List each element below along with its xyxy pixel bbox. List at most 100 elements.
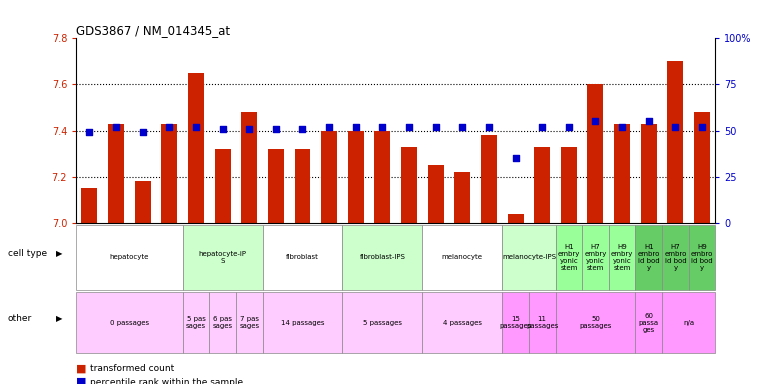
Text: other: other: [8, 314, 32, 323]
Text: ▶: ▶: [56, 249, 62, 258]
Bar: [295, 149, 310, 223]
Text: H1
embro
id bod
y: H1 embro id bod y: [638, 244, 660, 271]
Bar: [209, 292, 236, 353]
Bar: [667, 61, 683, 223]
Text: transformed count: transformed count: [90, 364, 174, 373]
Point: [376, 124, 388, 130]
Bar: [481, 135, 497, 223]
Bar: [609, 225, 635, 290]
Text: ▶: ▶: [56, 314, 62, 323]
Bar: [321, 131, 337, 223]
Bar: [502, 292, 529, 353]
Text: 6 pas
sages: 6 pas sages: [212, 316, 233, 329]
Point: [323, 124, 335, 130]
Bar: [561, 147, 577, 223]
Text: fibroblast: fibroblast: [286, 254, 319, 260]
Point: [589, 118, 601, 124]
Bar: [108, 124, 124, 223]
Text: 5 passages: 5 passages: [363, 319, 402, 326]
Text: hepatocyte-iP
S: hepatocyte-iP S: [199, 251, 247, 264]
Text: percentile rank within the sample: percentile rank within the sample: [90, 377, 243, 384]
Text: 7 pas
sages: 7 pas sages: [239, 316, 260, 329]
Bar: [236, 292, 263, 353]
Text: H9
embro
id bod
y: H9 embro id bod y: [691, 244, 713, 271]
Point: [349, 124, 362, 130]
Bar: [582, 225, 609, 290]
Bar: [135, 181, 151, 223]
Bar: [635, 292, 662, 353]
Point: [216, 126, 228, 132]
Point: [616, 124, 629, 130]
Text: 50
passages: 50 passages: [579, 316, 612, 329]
Text: cell type: cell type: [8, 249, 46, 258]
Bar: [662, 225, 689, 290]
Point: [456, 124, 468, 130]
Bar: [263, 292, 342, 353]
Bar: [348, 131, 364, 223]
Bar: [401, 147, 417, 223]
Bar: [428, 165, 444, 223]
Point: [269, 126, 282, 132]
Point: [696, 124, 708, 130]
Point: [243, 126, 255, 132]
Bar: [689, 225, 715, 290]
Point: [509, 155, 521, 161]
Point: [536, 124, 548, 130]
Bar: [81, 188, 97, 223]
Text: ■: ■: [76, 377, 87, 384]
Text: 15
passages: 15 passages: [499, 316, 532, 329]
Text: H7
embro
id bod
y: H7 embro id bod y: [664, 244, 686, 271]
Text: 60
passa
ges: 60 passa ges: [638, 313, 659, 333]
Bar: [662, 292, 715, 353]
Text: fibroblast-IPS: fibroblast-IPS: [359, 254, 406, 260]
Text: 0 passages: 0 passages: [110, 319, 149, 326]
Bar: [422, 292, 502, 353]
Text: melanocyte-IPS: melanocyte-IPS: [502, 254, 556, 260]
Text: ■: ■: [76, 364, 87, 374]
Bar: [534, 147, 550, 223]
Bar: [342, 292, 422, 353]
Text: melanocyte: melanocyte: [442, 254, 482, 260]
Bar: [502, 225, 556, 290]
Bar: [694, 112, 710, 223]
Bar: [529, 292, 556, 353]
Point: [296, 126, 308, 132]
Point: [482, 124, 495, 130]
Bar: [76, 292, 183, 353]
Bar: [454, 172, 470, 223]
Point: [403, 124, 416, 130]
Bar: [161, 124, 177, 223]
Text: 11
passages: 11 passages: [526, 316, 559, 329]
Point: [84, 129, 96, 136]
Bar: [614, 124, 630, 223]
Bar: [183, 292, 209, 353]
Bar: [556, 225, 582, 290]
Point: [642, 118, 654, 124]
Text: hepatocyte: hepatocyte: [110, 254, 149, 260]
Text: n/a: n/a: [683, 319, 694, 326]
Bar: [215, 149, 231, 223]
Text: 5 pas
sages: 5 pas sages: [186, 316, 206, 329]
Bar: [241, 112, 257, 223]
Point: [110, 124, 122, 130]
Bar: [342, 225, 422, 290]
Bar: [641, 124, 657, 223]
Text: H7
embry
yonic
stem: H7 embry yonic stem: [584, 244, 607, 271]
Text: 14 passages: 14 passages: [281, 319, 324, 326]
Point: [429, 124, 441, 130]
Point: [137, 129, 149, 136]
Bar: [263, 225, 342, 290]
Bar: [76, 225, 183, 290]
Bar: [635, 225, 662, 290]
Text: GDS3867 / NM_014345_at: GDS3867 / NM_014345_at: [76, 24, 231, 37]
Bar: [268, 149, 284, 223]
Bar: [587, 84, 603, 223]
Text: 4 passages: 4 passages: [443, 319, 482, 326]
Bar: [374, 131, 390, 223]
Bar: [183, 225, 263, 290]
Bar: [556, 292, 635, 353]
Point: [670, 124, 682, 130]
Point: [562, 124, 575, 130]
Text: H9
embry
yonic
stem: H9 embry yonic stem: [611, 244, 633, 271]
Point: [163, 124, 175, 130]
